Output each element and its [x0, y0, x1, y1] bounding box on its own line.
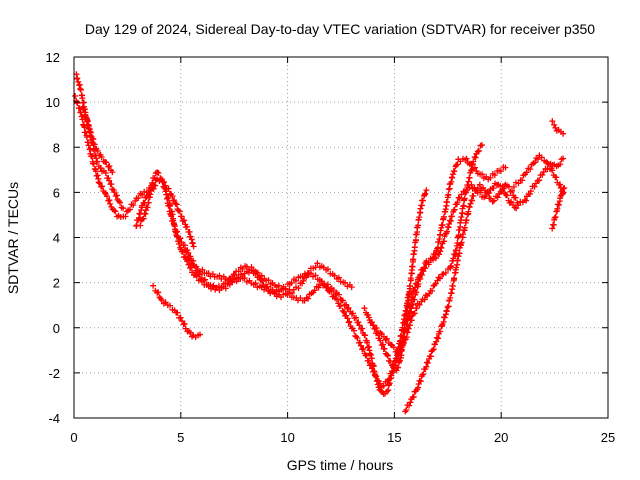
series-sat-m [549, 118, 567, 137]
series-sat-i [402, 155, 567, 415]
x-tick-label-3: 15 [387, 430, 401, 445]
y-tick-label-8: 12 [46, 50, 60, 65]
series-markers-sat-b [73, 71, 127, 212]
chart-title: Day 129 of 2024, Sidereal Day-to-day VTE… [85, 21, 595, 37]
series-markers-sat-l [549, 184, 568, 232]
y-tick-label-7: 10 [46, 95, 60, 110]
series-markers-sat-n [150, 282, 203, 341]
y-tick-label-1: -2 [48, 366, 60, 381]
x-tick-label-4: 20 [494, 430, 508, 445]
grid-lines [74, 57, 608, 418]
series-markers-sat-m [549, 118, 567, 137]
series-sat-o [133, 182, 159, 229]
x-tick-label-5: 25 [601, 430, 615, 445]
y-tick-label-2: 0 [53, 321, 60, 336]
series-markers-sat-h [365, 142, 485, 359]
axis-ticks: 0 5 10 15 20 25 -4 -2 0 2 4 6 8 10 12 [46, 50, 616, 445]
x-tick-label-2: 10 [280, 430, 294, 445]
series-sat-c [79, 104, 116, 176]
series-sat-h [365, 142, 485, 359]
x-axis-label: GPS time / hours [287, 457, 394, 473]
series-sat-l [549, 184, 568, 232]
series-markers-sat-i [402, 155, 567, 415]
series-markers-sat-j [404, 155, 509, 324]
data-traces [72, 71, 568, 415]
series-sat-b [73, 71, 127, 212]
series-sat-k [510, 152, 567, 196]
y-tick-label-0: -4 [48, 411, 60, 426]
y-tick-label-6: 8 [53, 140, 60, 155]
series-markers-sat-c [79, 104, 116, 176]
y-tick-label-5: 6 [53, 185, 60, 200]
series-sat-n [150, 282, 203, 341]
y-tick-label-3: 2 [53, 276, 60, 291]
series-sat-e [164, 194, 413, 397]
y-axis-label: SDTVAR / TECUs [5, 182, 21, 294]
series-markers-sat-o [133, 182, 159, 229]
y-tick-label-4: 4 [53, 231, 60, 246]
series-markers-sat-k [510, 152, 567, 196]
series-sat-j [404, 155, 509, 324]
series-markers-sat-e [164, 194, 413, 397]
x-tick-label-1: 5 [177, 430, 184, 445]
x-tick-label-0: 0 [70, 430, 77, 445]
